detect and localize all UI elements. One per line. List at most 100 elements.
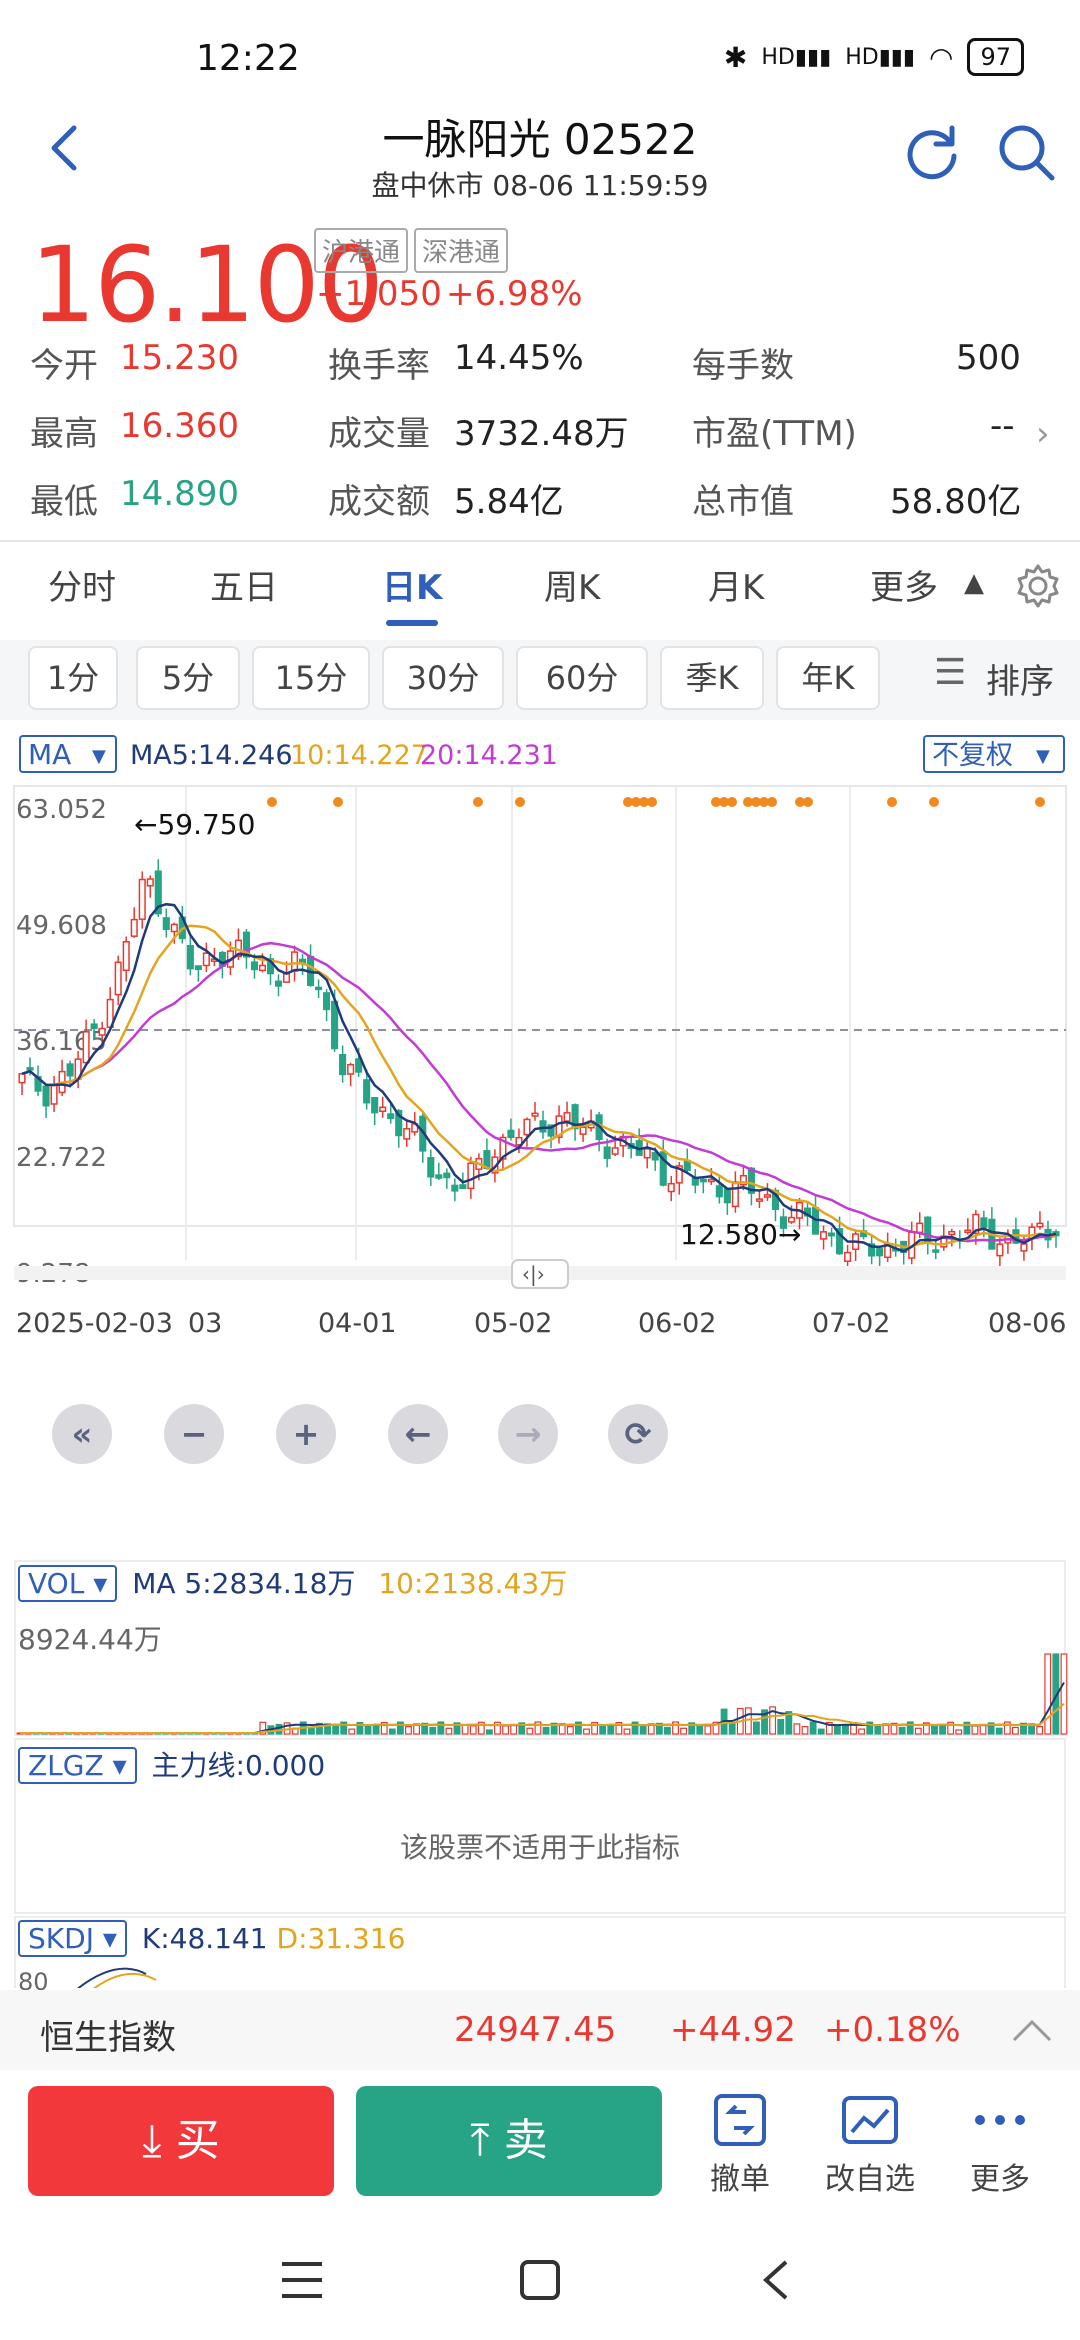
home-icon[interactable]	[516, 2256, 564, 2304]
svg-text:07-02: 07-02	[812, 1308, 890, 1339]
interval-1min[interactable]: 1分	[28, 646, 118, 710]
kline-chart[interactable]: MA ▼ MA5:14.246 10:14.227 20:14.231 不复权 …	[0, 730, 1080, 1560]
stat-label: 总市值	[692, 482, 794, 522]
settings-gear-icon[interactable]	[1014, 562, 1062, 610]
scroll-left-icon[interactable]: ←	[388, 1404, 448, 1464]
volume-selector[interactable]: VOL ▾	[18, 1565, 118, 1602]
index-name: 恒生指数	[40, 2018, 176, 2058]
candle-body	[779, 1216, 788, 1229]
skdj-legend: SKDJ ▾ K:48.141 D:31.316	[18, 1920, 406, 1957]
volume-bar	[356, 1721, 364, 1735]
zlgz-panel	[14, 1738, 1066, 1914]
y-label-2: 49.608	[16, 911, 107, 941]
more-button[interactable]: 更多	[940, 2092, 1060, 2198]
volume-bar	[639, 1726, 647, 1735]
index-value: 24947.45	[454, 2010, 617, 2050]
volume-bar	[817, 1728, 825, 1735]
svg-text:2025-02-03: 2025-02-03	[16, 1308, 173, 1339]
candle-body	[467, 1162, 475, 1190]
volume-bar	[518, 1722, 526, 1735]
buy-button[interactable]: ⤓ 买	[28, 2086, 334, 2196]
candle-body	[876, 1248, 884, 1257]
cancel-order-button[interactable]: 撤单	[680, 2092, 800, 2198]
stat-value-turnover: 14.45%	[454, 338, 584, 378]
edit-watchlist-button[interactable]: 改自选	[810, 2092, 930, 2198]
candle-body	[114, 961, 122, 996]
scroll-right-icon[interactable]: →	[498, 1404, 558, 1464]
skdj-d: D:31.316	[276, 1922, 406, 1955]
chevron-right-icon[interactable]: ›	[1036, 414, 1050, 454]
volume-bar	[809, 1721, 817, 1735]
back-icon[interactable]	[36, 118, 96, 178]
candle-body	[435, 1174, 443, 1179]
candle-body	[26, 1067, 34, 1071]
volume-bar	[793, 1723, 801, 1735]
menu-lines-icon[interactable]: ☰	[934, 652, 967, 693]
chevron-up-icon[interactable]	[1010, 2016, 1054, 2044]
low-marker: 12.580→	[680, 1218, 801, 1251]
back-nav-icon[interactable]	[756, 2256, 796, 2304]
ma-selector-label: MA	[28, 738, 71, 771]
zoom-out-icon[interactable]: −	[164, 1404, 224, 1464]
stats-row-2[interactable]: 最高 16.360 成交量 3732.48万 市盈(TTM) -- ›	[0, 406, 1080, 466]
volume-bar	[388, 1728, 396, 1735]
volume-bar	[469, 1725, 477, 1735]
volume-bar	[801, 1726, 809, 1735]
candle-body	[202, 952, 210, 967]
candle-body	[138, 878, 146, 920]
refresh-icon[interactable]	[900, 120, 964, 184]
volume-bar	[340, 1721, 348, 1735]
candle-body	[932, 1249, 940, 1253]
zlgz-selector[interactable]: ZLGZ ▾	[18, 1747, 137, 1784]
candle-body	[122, 941, 130, 972]
volume-bar	[704, 1725, 712, 1735]
interval-30min[interactable]: 30分	[382, 646, 504, 710]
ma-selector[interactable]	[19, 735, 117, 773]
stat-value-market-cap: 58.80亿	[890, 482, 1022, 522]
interval-15min[interactable]: 15分	[252, 646, 370, 710]
candle-body	[339, 1054, 347, 1076]
skdj-selector[interactable]: SKDJ ▾	[18, 1920, 127, 1957]
svg-text:04-01: 04-01	[318, 1308, 396, 1339]
tab-more[interactable]: 更多	[870, 568, 938, 608]
tab-intraday[interactable]: 分时	[48, 568, 116, 608]
svg-text:08-06: 08-06	[988, 1308, 1066, 1339]
ma20-value: 20:14.231	[420, 740, 558, 771]
volume-bar	[906, 1721, 914, 1735]
candle-body	[844, 1251, 852, 1262]
zoom-in-icon[interactable]: +	[276, 1404, 336, 1464]
candle-body	[707, 1178, 715, 1183]
volume-bar	[866, 1721, 874, 1735]
skdj-panel	[14, 1916, 1066, 1988]
tab-weekly-k[interactable]: 周K	[544, 568, 601, 608]
candle-body	[250, 961, 259, 971]
adjust-selector[interactable]	[923, 735, 1065, 773]
interval-60min[interactable]: 60分	[516, 646, 648, 710]
interval-5min[interactable]: 5分	[136, 646, 240, 710]
menu-icon[interactable]	[278, 2258, 326, 2302]
candle-body	[194, 965, 202, 971]
candle-body	[387, 1113, 395, 1120]
interval-quarter-k[interactable]: 季K	[660, 646, 764, 710]
interval-year-k[interactable]: 年K	[776, 646, 880, 710]
volume-bar	[1020, 1722, 1027, 1735]
divider	[0, 540, 1080, 542]
tab-five-day[interactable]: 五日	[210, 568, 278, 608]
caret-up-icon[interactable]: ▲	[964, 568, 984, 598]
tab-monthly-k[interactable]: 月K	[708, 568, 765, 608]
sell-button[interactable]: ⤒ 卖	[356, 2086, 662, 2196]
sort-button[interactable]: 排序	[986, 662, 1054, 702]
dropdown-caret-icon: ▼	[1036, 746, 1050, 767]
index-ticker[interactable]: 恒生指数 24947.45 +44.92 +0.18%	[0, 1990, 1080, 2070]
rotate-screen-icon[interactable]: ⟳	[608, 1404, 668, 1464]
candle-body	[787, 1216, 796, 1223]
tab-daily-k[interactable]: 日K	[382, 568, 443, 608]
scroll-handle[interactable]	[511, 1259, 569, 1289]
scroll-to-start-icon[interactable]: «	[52, 1404, 112, 1464]
search-icon[interactable]	[994, 120, 1058, 184]
y-label-4: 22.722	[16, 1143, 107, 1173]
volume-bar	[858, 1728, 866, 1735]
candle-body	[395, 1109, 403, 1137]
candle-body	[130, 918, 138, 937]
scroll-handle-icon: ‹|›	[522, 1262, 545, 1286]
